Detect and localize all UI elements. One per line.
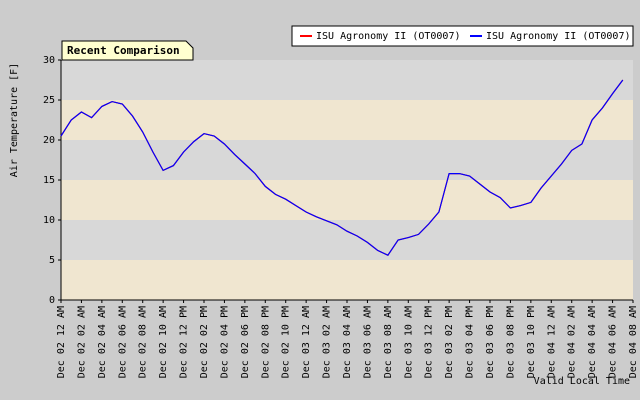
x-tick-label: Dec 02 08 PM xyxy=(260,306,271,378)
x-tick-label: Dec 03 04 AM xyxy=(342,306,353,378)
legend: ISU Agronomy II (OT0007) ISU Agronomy II … xyxy=(291,25,634,47)
x-tick-label: Dec 02 02 PM xyxy=(199,306,210,378)
x-tick-label: Dec 03 06 AM xyxy=(362,306,373,378)
grid-band xyxy=(61,220,633,260)
x-tick-label: Dec 02 10 AM xyxy=(158,306,169,378)
title-box xyxy=(61,40,194,61)
x-tick-label: Dec 03 12 PM xyxy=(424,306,435,378)
y-tick-label: 20 xyxy=(43,135,55,146)
x-tick-label: Dec 04 04 AM xyxy=(587,306,598,378)
x-tick-label: Dec 02 06 AM xyxy=(117,306,128,378)
y-tick-label: 30 xyxy=(43,55,55,66)
x-tick-label: Dec 02 10 PM xyxy=(281,306,292,378)
x-tick-label: Dec 04 08 AM xyxy=(628,306,639,378)
x-tick-label: Dec 03 04 PM xyxy=(465,306,476,378)
x-tick-label: Dec 04 12 AM xyxy=(546,306,557,378)
legend-label: ISU Agronomy II (OT0007) xyxy=(316,31,461,42)
legend-box xyxy=(291,25,634,47)
x-tick-label: Dec 03 02 PM xyxy=(444,306,455,378)
x-tick-label: Dec 03 02 AM xyxy=(322,306,333,378)
x-tick-label: Dec 04 02 AM xyxy=(567,306,578,378)
y-tick-label: 25 xyxy=(43,95,55,106)
grid-band xyxy=(61,60,633,100)
data-line xyxy=(60,79,624,256)
x-tick-label: Dec 04 06 AM xyxy=(608,306,619,378)
y-tick-label: 15 xyxy=(43,175,55,186)
grid-band xyxy=(61,140,633,180)
x-axis-label: Valid Local Time xyxy=(534,376,630,387)
x-tick-label: Dec 02 06 PM xyxy=(240,306,251,378)
x-tick-label: Dec 02 08 AM xyxy=(138,306,149,378)
x-tick-label: Dec 02 02 AM xyxy=(76,306,87,378)
y-tick-label: 5 xyxy=(49,255,55,266)
chart-title: Recent Comparison xyxy=(67,44,180,57)
y-tick-label: 10 xyxy=(43,215,55,226)
x-tick-label: Dec 03 10 AM xyxy=(403,306,414,378)
y-tick-label: 0 xyxy=(49,295,55,306)
x-tick-label: Dec 02 04 PM xyxy=(219,306,230,378)
x-tick-label: Dec 03 10 PM xyxy=(526,306,537,378)
x-tick-label: Dec 03 08 PM xyxy=(505,306,516,378)
x-tick-label: Dec 02 12 PM xyxy=(179,306,190,378)
x-tick-label: Dec 03 12 AM xyxy=(301,306,312,378)
y-axis-label: Air Temperature [F] xyxy=(9,63,20,177)
x-tick-label: Dec 03 08 AM xyxy=(383,306,394,378)
legend-label: ISU Agronomy II (OT0007) xyxy=(486,31,631,42)
x-tick-label: Dec 03 06 PM xyxy=(485,306,496,378)
x-tick-label: Dec 02 12 AM xyxy=(56,306,67,378)
x-tick-label: Dec 02 04 AM xyxy=(97,306,108,378)
